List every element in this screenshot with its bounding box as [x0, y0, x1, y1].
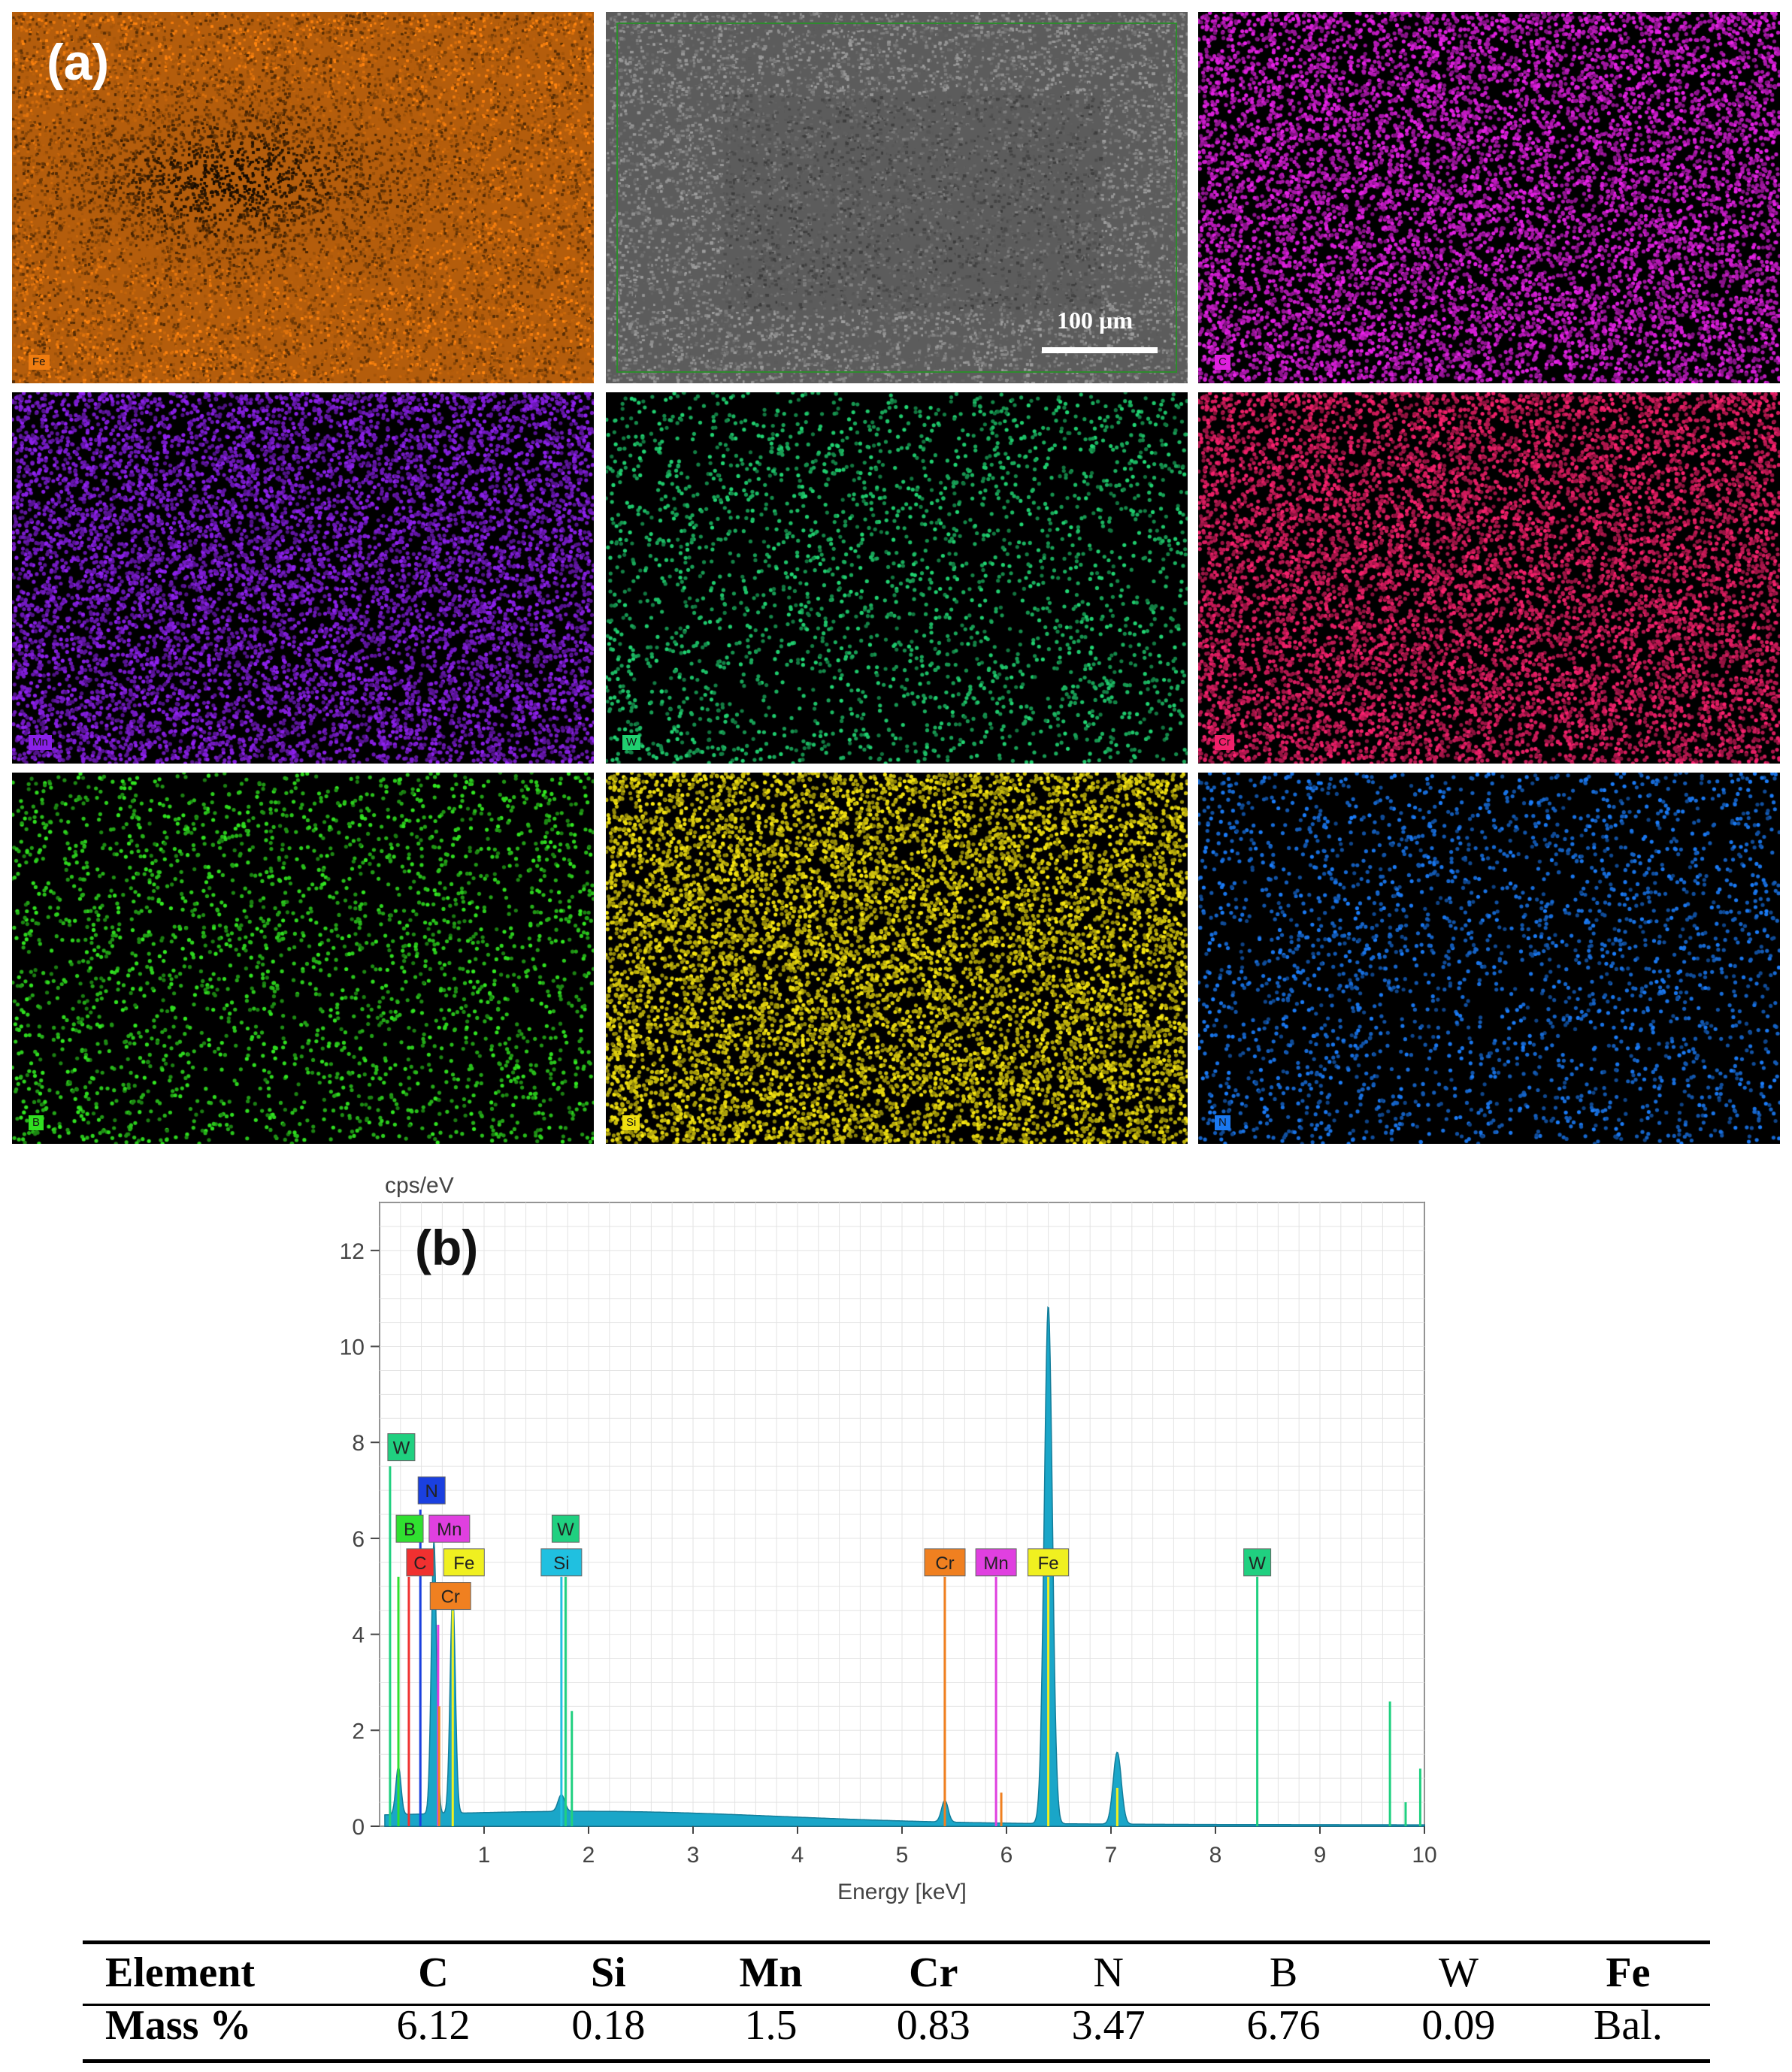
element-label-box: [428, 1514, 471, 1543]
element-label: Cr: [441, 1587, 460, 1608]
y-tick-label: 8: [352, 1431, 365, 1456]
panel-b-label: (b): [415, 1220, 478, 1275]
table-bottom-rule: [83, 2059, 1710, 2063]
map-element-tag: Cr: [1215, 735, 1234, 750]
element-label-box: [551, 1514, 580, 1543]
x-axis-label: Energy [keV]: [837, 1880, 967, 1904]
table-cell: 0.83: [896, 2002, 970, 2049]
table-header-cell: C: [418, 1949, 449, 1996]
eds-map-c: C: [1198, 12, 1780, 383]
element-label-box: [406, 1548, 434, 1577]
table-cell: 3.47: [1071, 2002, 1146, 2049]
map-element-tag: N: [1215, 1115, 1230, 1130]
table-header-cell: Fe: [1606, 1949, 1651, 1996]
element-label-box: [924, 1548, 966, 1577]
element-label-box: [443, 1548, 485, 1577]
element-label: Cr: [935, 1553, 954, 1574]
x-tick-label: 4: [792, 1843, 804, 1868]
map-element-tag: Si: [622, 1115, 640, 1130]
map-element-tag: C: [1215, 355, 1230, 370]
element-label-box: [417, 1476, 446, 1505]
table-cell: Bal.: [1594, 2002, 1663, 2049]
x-tick-label: 9: [1314, 1843, 1327, 1868]
x-tick-label: 1: [478, 1843, 491, 1868]
table-cell: 0.09: [1421, 2002, 1496, 2049]
y-axis-label: cps/eV: [385, 1173, 454, 1198]
element-label: C: [413, 1553, 426, 1574]
table-row: Mass % 6.12 0.18 1.5 0.83 3.47 6.76 0.09…: [83, 1999, 1710, 2052]
table-header-row: Element C Si Mn Cr N B W Fe: [83, 1946, 1710, 1999]
map-element-tag: Fe: [29, 355, 50, 370]
table-mid-rule: [83, 2004, 1710, 2006]
eds-map-n: N: [1198, 773, 1780, 1144]
element-label-box: [429, 1582, 471, 1611]
element-label-box: [975, 1548, 1017, 1577]
element-label-box: [540, 1548, 583, 1577]
eds-map-mn: Mn: [12, 392, 594, 764]
table-top-rule: [83, 1940, 1710, 1944]
element-label-box: [1028, 1548, 1070, 1577]
element-label-box: [395, 1514, 424, 1543]
table-header-cell: Si: [590, 1949, 626, 1996]
y-tick-label: 0: [352, 1815, 365, 1840]
element-label-box: [387, 1433, 416, 1462]
map-element-tag: B: [29, 1115, 44, 1130]
map-element-tag: Mn: [29, 735, 52, 750]
table-header-cell: Cr: [909, 1949, 958, 1996]
eds-map-fe: Fe (a): [12, 12, 594, 383]
x-tick-label: 10: [1412, 1843, 1436, 1868]
element-label: Si: [553, 1553, 569, 1574]
table-cell: 6.12: [396, 2002, 471, 2049]
eds-spectrum: W N B Mn C Fe Cr W Si Cr Mn Fe W 1 2 3 4 5 6 7 8 9 10 0 2 4 6 8 10 12…: [0, 1169, 1792, 1913]
table-header-cell: B: [1269, 1949, 1298, 1996]
x-tick-label: 5: [896, 1843, 909, 1868]
element-label: N: [425, 1481, 438, 1502]
table-cell: Mass %: [105, 2002, 252, 2049]
table-header-cell: N: [1093, 1949, 1124, 1996]
scale-bar-label: 100 µm: [1057, 307, 1134, 334]
map-element-tag: W: [622, 735, 641, 750]
element-label: W: [1249, 1553, 1266, 1574]
spectrum-area: [384, 1306, 1425, 1827]
table-header-cell: Element: [105, 1949, 256, 1996]
element-label-box: [1243, 1548, 1272, 1577]
eds-map-cr: Cr: [1198, 392, 1780, 764]
element-label: W: [557, 1520, 574, 1540]
x-tick-label: 3: [687, 1843, 700, 1868]
element-label: W: [393, 1438, 410, 1459]
y-tick-label: 2: [352, 1719, 365, 1744]
panel-a-label: (a): [47, 34, 110, 91]
table-cell: 1.5: [744, 2002, 798, 2049]
element-label: Mn: [437, 1520, 462, 1540]
eds-map-b: B: [12, 773, 594, 1144]
composition-table: Element C Si Mn Cr N B W Fe Mass % 6.12 …: [83, 1946, 1710, 2052]
x-tick-label: 8: [1209, 1843, 1222, 1868]
sem-frame: [616, 23, 1177, 373]
eds-map-w: W: [606, 392, 1188, 764]
table-header-cell: Mn: [739, 1949, 803, 1996]
element-label: B: [404, 1520, 416, 1540]
eds-map-si: Si: [606, 773, 1188, 1144]
table-header-cell: W: [1438, 1949, 1479, 1996]
scale-bar: [1042, 347, 1158, 353]
element-label: Fe: [453, 1553, 474, 1574]
table-cell: 6.76: [1246, 2002, 1321, 2049]
x-tick-label: 6: [1000, 1843, 1013, 1868]
y-tick-label: 4: [352, 1623, 365, 1648]
y-tick-label: 10: [340, 1335, 365, 1360]
sem-image: 100 µm: [606, 12, 1188, 383]
table-cell: 0.18: [571, 2002, 646, 2049]
element-label: Fe: [1038, 1553, 1059, 1574]
y-tick-label: 6: [352, 1527, 365, 1552]
y-tick-label: 12: [340, 1239, 365, 1264]
element-label: Mn: [983, 1553, 1008, 1574]
x-tick-label: 7: [1105, 1843, 1118, 1868]
x-tick-label: 2: [583, 1843, 595, 1868]
